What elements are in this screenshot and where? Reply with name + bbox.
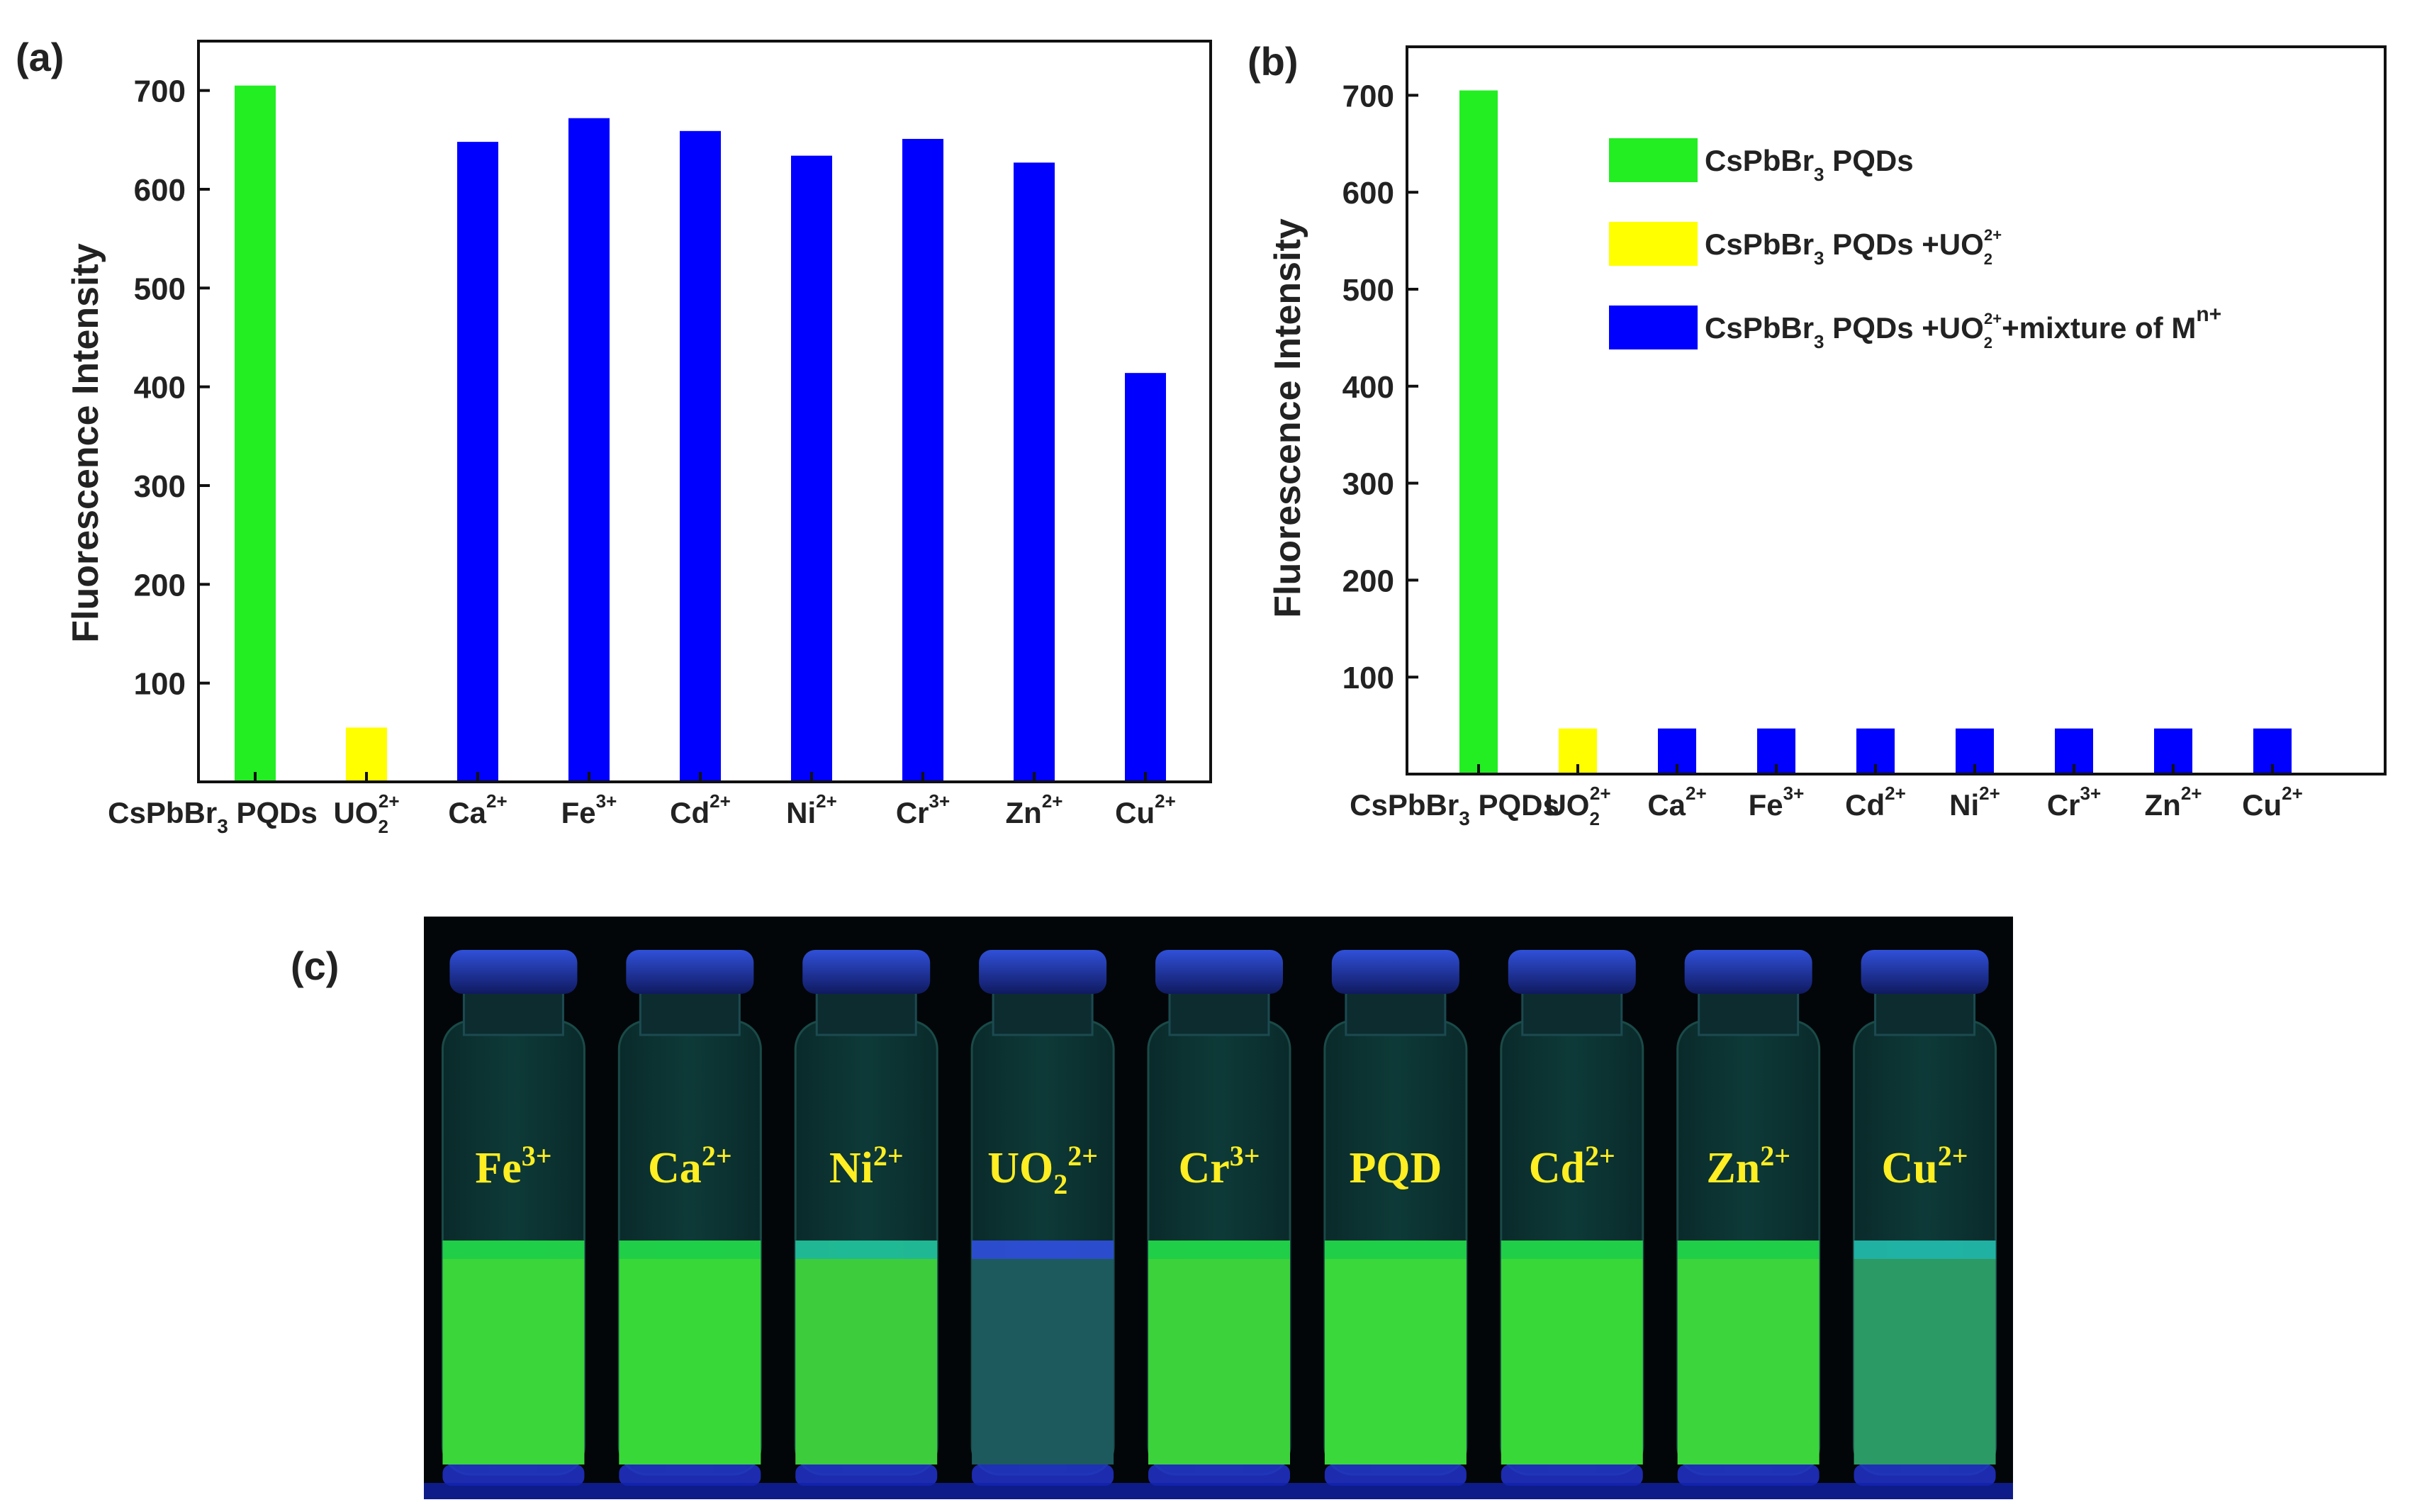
vial-label: PQD [1349,1144,1442,1192]
y-tick-label: 200 [134,568,186,603]
y-tick-label: 400 [1342,370,1394,405]
legend-label: CsPbBr3 PQDs [1705,144,1914,185]
x-tick-label: UO22+​ [333,790,399,837]
vial-label: Cd2+ [1529,1140,1615,1192]
bar-cspbbr [235,85,276,782]
bar-ca [457,142,498,782]
x-tick-label: Cr3+ [2047,783,2101,822]
y-tick-label: 200 [1342,564,1394,598]
x-tick-label: Cu2+ [2242,783,2303,822]
vial-cu: Cu2+ [1853,950,1997,1486]
panel-b-label: (b) [1248,39,1299,84]
vial-label: UO22+ [987,1140,1098,1200]
y-tick-label: 500 [134,271,186,306]
y-tick-label: 400 [134,371,186,405]
x-tick-label: Ca2+ [448,790,507,829]
panel-c-label: (c) [291,943,339,988]
legend-swatch [1609,306,1698,349]
bar-cr [902,138,943,782]
chart-b-ylabel: Fluorescence Intensity [1267,218,1308,618]
x-tick-label: Cd2+ [1845,783,1906,822]
y-tick-label: 600 [1342,176,1394,211]
y-tick-label: 500 [1342,273,1394,308]
vial-zn: Zn2+ [1676,950,1821,1486]
vial-fe: Fe3+ [441,950,585,1486]
x-tick-label: CsPbBr3 PQDs [1350,788,1559,829]
x-tick-label: Cd2+ [670,790,731,829]
vial-cd: Cd2+ [1500,950,1644,1486]
y-tick-label: 300 [134,469,186,504]
vial-label: Cu2+ [1882,1140,1968,1192]
chart-a: Fluorescence Intensity 100 200 300 400 500 60… [65,40,1212,837]
legend-swatch [1609,222,1698,266]
vial-cr: Cr3+ [1147,950,1291,1486]
chart-b-legend: CsPbBr3 PQDs CsPbBr3 PQDs +UO22+​ CsPbBr3 … [1609,138,2221,352]
y-tick-label: 600 [134,173,186,208]
x-tick-label: Cu2+ [1115,790,1176,829]
chart-a-ylabel: Fluorescence Intensity [65,243,106,643]
legend-label: CsPbBr3 PQDs +UO22+​ [1705,226,2002,269]
vial-ca: Ca2+ [617,950,762,1486]
chart-b: Fluorescence Intensity 100 200 300 400 500 60… [1267,45,2387,829]
bar-ni [791,155,832,783]
photo-base-strip [424,1483,2013,1499]
chart-a-frame [197,40,1212,783]
bar-fe [568,118,610,782]
x-tick-label: UO22+​ [1544,783,1610,829]
vial-label: Ca2+ [648,1140,732,1192]
y-tick-label: 100 [1342,661,1394,695]
y-tick-label: 300 [1342,467,1394,502]
panel-a-label: (a) [16,35,64,79]
x-tick-label: Fe3+ [561,790,617,829]
x-tick-label: Zn2+ [1006,790,1063,829]
x-tick-label: Ca2+ [1647,783,1706,822]
vial-label: Cr3+ [1178,1140,1260,1192]
x-tick-label: Zn2+ [2145,783,2202,822]
vial-label: Fe3+ [475,1140,551,1192]
vial-uo: UO22+ [970,950,1115,1486]
x-tick-label: CsPbBr3 PQDs [108,796,318,837]
vial-label: Ni2+ [829,1140,904,1192]
x-tick-label: Ni2+ [1949,783,2000,822]
chart-b-frame [1406,45,2387,775]
legend-label: CsPbBr3 PQDs +UO22+​+mixture of Mn+ [1705,303,2221,352]
vial-photo: Fe3+ Ca2+ Ni2+ UO22+ Cr3+ PQD Cd2+ Zn2+ Cu2+ [424,917,2013,1499]
bar-cd [680,130,721,782]
x-tick-label: Fe3+ [1749,783,1805,822]
bar-zn [1014,162,1055,782]
bar-cspbbr [1459,90,1498,774]
x-tick-label: Ni2+ [786,790,837,829]
vial-ni: Ni2+ [794,950,938,1486]
bar-cu [1125,373,1166,782]
x-tick-label: Cr3+ [896,790,950,829]
y-tick-label: 700 [1342,79,1394,113]
y-tick-label: 100 [134,667,186,702]
legend-swatch [1609,138,1698,182]
vial-label: Zn2+ [1706,1140,1790,1192]
y-tick-label: 700 [134,74,186,109]
vial-pqd: PQD [1323,950,1468,1486]
